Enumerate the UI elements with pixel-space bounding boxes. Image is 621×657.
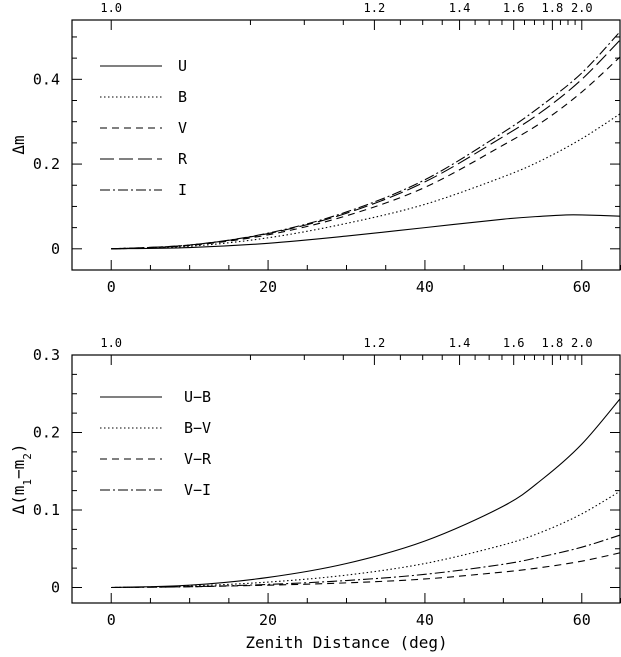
airmass-tick-label: 1.0 — [100, 336, 122, 350]
legend-label: V — [178, 119, 187, 137]
y-tick-label: 0.4 — [33, 70, 60, 88]
x-tick-label: 0 — [107, 611, 116, 629]
airmass-tick-label: 1.8 — [542, 1, 564, 15]
x-tick-label: 60 — [573, 278, 591, 296]
series-line-R — [111, 39, 620, 250]
series-line-V — [111, 56, 620, 250]
y-axis-title: Δm — [9, 135, 28, 154]
y-axis-title: Δ(m1−m2) — [9, 443, 34, 514]
airmass-tick-label: 1.0 — [100, 1, 122, 15]
y-tick-label: 0 — [51, 579, 60, 597]
airmass-tick-label: 2.0 — [571, 1, 593, 15]
x-tick-label: 40 — [416, 278, 434, 296]
legend-label: U — [178, 57, 187, 75]
airmass-tick-label: 1.2 — [364, 336, 386, 350]
airmass-tick-label: 1.2 — [364, 1, 386, 15]
legend-label: I — [178, 181, 187, 199]
legend-label: U−B — [184, 388, 211, 406]
airmass-tick-label: 1.4 — [449, 1, 471, 15]
legend-label: V−R — [184, 450, 212, 468]
y-tick-label: 0.2 — [33, 424, 60, 442]
x-tick-label: 20 — [259, 611, 277, 629]
bottom-panel-delta-color: 0 20 40 60 0 0.1 0.2 0.3 1.0 1.2 1.4 1.6 1.8 2.0 U−B B−… — [9, 336, 621, 652]
x-tick-label: 60 — [573, 611, 591, 629]
airmass-tick-label: 1.6 — [503, 336, 525, 350]
airmass-tick-label: 1.8 — [542, 336, 564, 350]
series-line-U — [111, 214, 620, 250]
x-axis-title: Zenith Distance (deg) — [245, 633, 447, 652]
y-tick-label: 0.2 — [33, 155, 60, 173]
legend-label: B−V — [184, 419, 211, 437]
series-line-B−V — [111, 490, 620, 589]
y-tick-label: 0.1 — [33, 501, 60, 519]
airmass-tick-label: 1.4 — [449, 336, 471, 350]
series-line-I — [111, 30, 620, 250]
plot-frame — [71, 354, 621, 604]
x-tick-label: 0 — [107, 278, 116, 296]
legend-label: B — [178, 88, 187, 106]
y-tick-label: 0 — [51, 240, 60, 258]
x-tick-label: 40 — [416, 611, 434, 629]
series-line-V−I — [111, 534, 620, 589]
series-line-B — [111, 113, 620, 250]
airmass-tick-label: 1.6 — [503, 1, 525, 15]
series-line-U−B — [111, 397, 620, 589]
plot-frame — [71, 19, 621, 271]
x-tick-label: 20 — [259, 278, 277, 296]
legend-label: R — [178, 150, 188, 168]
series-line-V−R — [111, 552, 620, 589]
legend-label: V−I — [184, 481, 211, 499]
airmass-tick-label: 2.0 — [571, 336, 593, 350]
y-tick-label: 0.3 — [33, 346, 60, 364]
